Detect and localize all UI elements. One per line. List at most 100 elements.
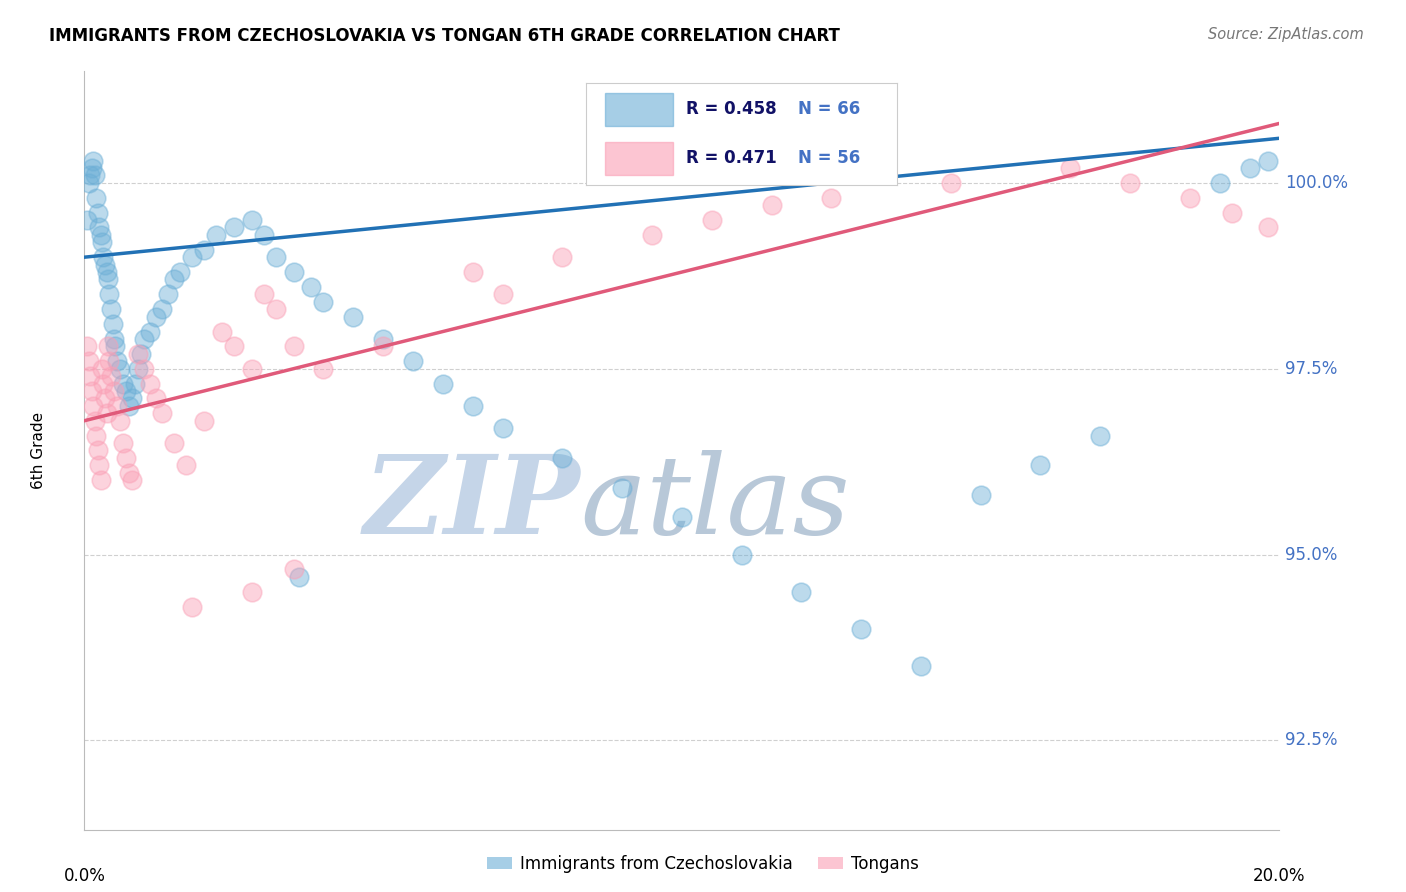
Text: IMMIGRANTS FROM CZECHOSLOVAKIA VS TONGAN 6TH GRADE CORRELATION CHART: IMMIGRANTS FROM CZECHOSLOVAKIA VS TONGAN… — [49, 27, 841, 45]
Text: 97.5%: 97.5% — [1285, 359, 1339, 377]
Text: 0.0%: 0.0% — [63, 867, 105, 885]
Point — [181, 250, 204, 264]
Point — [76, 213, 98, 227]
Point — [157, 287, 180, 301]
Point — [1239, 161, 1261, 175]
Point — [1090, 428, 1112, 442]
Point — [492, 421, 515, 435]
Point — [283, 265, 305, 279]
Point — [150, 406, 173, 420]
Text: atlas: atlas — [581, 450, 851, 558]
Point — [551, 250, 574, 264]
Point — [1178, 191, 1201, 205]
Point — [94, 392, 117, 406]
Point — [129, 347, 152, 361]
Point — [342, 310, 364, 324]
Legend: Immigrants from Czechoslovakia, Tongans: Immigrants from Czechoslovakia, Tongans — [481, 848, 925, 880]
Point — [90, 473, 112, 487]
Point — [105, 399, 128, 413]
Point — [104, 339, 127, 353]
Point — [112, 436, 135, 450]
Point — [373, 332, 395, 346]
Point — [671, 510, 693, 524]
Point — [174, 458, 197, 473]
Text: 6th Grade: 6th Grade — [31, 412, 46, 489]
Point — [939, 176, 962, 190]
Point — [731, 548, 754, 562]
Point — [110, 414, 132, 428]
Point — [124, 376, 146, 391]
Point — [96, 406, 118, 420]
Point — [132, 332, 156, 346]
Point — [910, 659, 932, 673]
Point — [89, 458, 111, 473]
Point — [222, 339, 245, 353]
Point — [240, 361, 263, 376]
Point — [1209, 176, 1232, 190]
Point — [97, 339, 120, 353]
Point — [612, 481, 634, 495]
Text: 20.0%: 20.0% — [1253, 867, 1306, 885]
Point — [79, 369, 101, 384]
Point — [461, 265, 484, 279]
Point — [150, 302, 173, 317]
Point — [98, 287, 121, 301]
Point — [110, 361, 132, 376]
Point — [1119, 176, 1142, 190]
Point — [1257, 153, 1279, 168]
Text: 100.0%: 100.0% — [1285, 174, 1348, 192]
Point — [253, 227, 276, 242]
Point — [169, 265, 191, 279]
Point — [86, 428, 108, 442]
Point — [115, 384, 138, 398]
Point — [373, 339, 395, 353]
Point — [89, 220, 111, 235]
Text: ZIP: ZIP — [364, 450, 581, 558]
Point — [118, 399, 141, 413]
Point — [641, 227, 664, 242]
Point — [86, 443, 108, 458]
Point — [103, 332, 125, 346]
Point — [139, 376, 162, 391]
Point — [82, 399, 104, 413]
Point — [240, 584, 263, 599]
Point — [211, 325, 233, 339]
Point — [193, 243, 215, 257]
Point — [181, 599, 204, 614]
Point — [851, 622, 873, 636]
Text: 92.5%: 92.5% — [1285, 731, 1339, 749]
Point — [264, 302, 287, 317]
Point — [91, 235, 114, 250]
Point — [163, 436, 186, 450]
Point — [112, 376, 135, 391]
Point — [288, 570, 311, 584]
Point — [761, 198, 783, 212]
Point — [205, 227, 228, 242]
Point — [139, 325, 162, 339]
Point — [193, 414, 215, 428]
Point — [94, 258, 117, 272]
Point — [551, 450, 574, 465]
Point — [101, 317, 124, 331]
Point — [432, 376, 454, 391]
Point — [103, 384, 125, 398]
Point — [700, 213, 723, 227]
Point — [93, 376, 115, 391]
Point — [80, 384, 103, 398]
Point — [79, 169, 101, 183]
Point — [86, 205, 108, 219]
Point — [93, 250, 115, 264]
Point — [96, 265, 118, 279]
Point — [145, 392, 167, 406]
Point — [492, 287, 515, 301]
Point — [1029, 458, 1052, 473]
Point — [98, 354, 121, 368]
Point — [1059, 161, 1081, 175]
Point — [118, 466, 141, 480]
Point — [127, 361, 149, 376]
Text: Source: ZipAtlas.com: Source: ZipAtlas.com — [1208, 27, 1364, 42]
Point — [301, 280, 323, 294]
Point — [115, 450, 138, 465]
Point — [90, 227, 112, 242]
Point — [1220, 205, 1243, 219]
